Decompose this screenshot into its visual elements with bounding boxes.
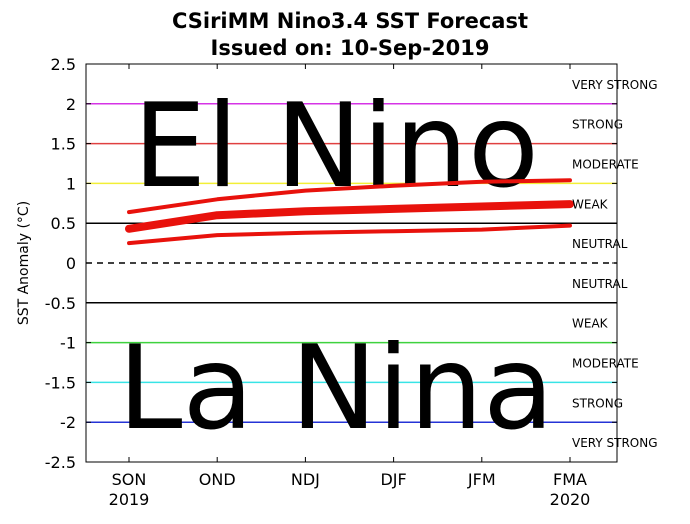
forecast-point	[478, 203, 485, 210]
y-tick-label: -2.5	[45, 453, 76, 472]
strength-label: WEAK	[572, 317, 609, 331]
y-tick-label: 0	[66, 254, 76, 273]
y-tick-label: -1.5	[45, 373, 76, 392]
forecast-line-upper	[127, 178, 572, 215]
strength-label: STRONG	[572, 118, 623, 132]
y-tick-label: -0.5	[45, 294, 76, 313]
strength-label: NEUTRAL	[572, 277, 628, 291]
x-tick-label: DJF	[380, 470, 406, 489]
strength-labels: VERY STRONG STRONG MODERATE WEAK NEUTRAL NEUT…	[572, 78, 658, 450]
y-tick-label: 1.5	[51, 135, 76, 154]
strength-label: STRONG	[572, 396, 623, 410]
y-axis-ticks: 2.5 2 1.5 1 0.5 0 -0.5 -1 -1.5 -2 -2.5	[45, 55, 617, 472]
x-tick-year: 2020	[550, 490, 591, 509]
strength-label: MODERATE	[572, 158, 639, 172]
x-tick-label: SON	[112, 470, 147, 489]
y-tick-label: 2	[66, 95, 76, 114]
la-nina-label: La Nina	[118, 321, 554, 456]
strength-label: VERY STRONG	[572, 78, 658, 92]
y-tick-label: 0.5	[51, 214, 76, 233]
forecast-point	[390, 205, 397, 212]
y-tick-label: 2.5	[51, 55, 76, 74]
forecast-point	[302, 208, 309, 215]
y-tick-label: -2	[60, 413, 76, 432]
strength-label: MODERATE	[572, 357, 639, 371]
forecast-line-lower	[127, 223, 572, 246]
x-tick-label: OND	[199, 470, 236, 489]
forecast-series	[125, 178, 574, 246]
y-tick-label: 1	[66, 174, 76, 193]
strength-label: WEAK	[572, 197, 609, 211]
x-tick-year: 2019	[109, 490, 150, 509]
x-tick-label: NDJ	[291, 470, 320, 489]
strength-label: VERY STRONG	[572, 436, 658, 450]
chart-subtitle: Issued on: 10-Sep-2019	[211, 36, 490, 60]
phase-overlay-text: El Nino La Nina	[118, 79, 554, 456]
x-tick-label: FMA	[553, 470, 587, 489]
el-nino-label: El Nino	[133, 79, 539, 214]
chart-title: CSiriMM Nino3.4 SST Forecast	[172, 9, 528, 33]
forecast-point	[214, 212, 221, 219]
forecast-line-mean	[125, 200, 574, 233]
x-tick-label: JFM	[467, 470, 496, 489]
forecast-point	[126, 225, 132, 232]
forecast-point	[567, 201, 573, 208]
y-tick-label: -1	[60, 334, 76, 353]
y-axis-label: SST Anomaly (°C)	[16, 201, 32, 325]
strength-label: NEUTRAL	[572, 237, 628, 251]
